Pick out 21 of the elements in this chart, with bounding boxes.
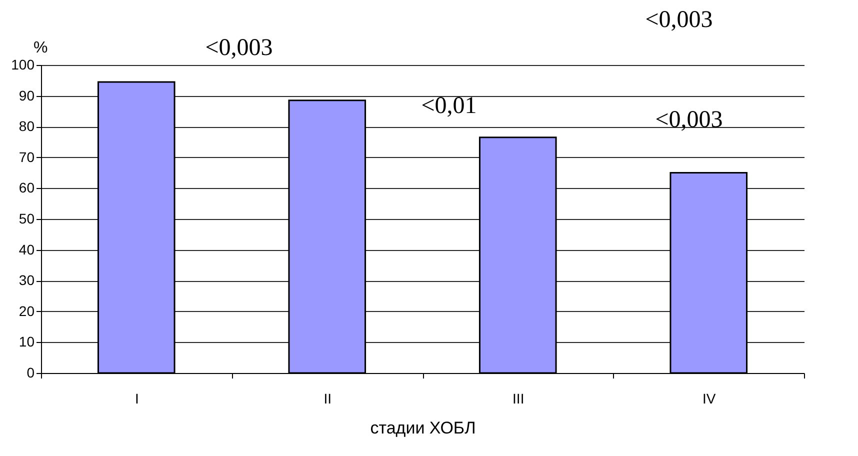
annotation: <0,01 xyxy=(421,93,477,119)
y-tick-label: 80 xyxy=(18,118,35,134)
y-tick-label: 60 xyxy=(18,180,35,196)
text: <0,003 xyxy=(205,35,273,61)
x-tick-label: II xyxy=(324,390,332,406)
y-tick-label: 20 xyxy=(18,302,35,319)
x-tick-label: I xyxy=(134,390,139,406)
y-tick-label: 90 xyxy=(18,87,35,104)
y-tick-label: 40 xyxy=(18,241,35,258)
text: <0,003 xyxy=(645,7,713,33)
y-tick-label: 10 xyxy=(18,334,35,350)
y-tick-label: 30 xyxy=(18,272,35,288)
y-tick-label: 100 xyxy=(11,56,35,72)
x-tick-label: III xyxy=(512,390,524,406)
y-axis-title: % xyxy=(34,40,48,56)
annotation: <0,003 xyxy=(655,107,723,133)
y-tick-label: 0 xyxy=(26,364,35,380)
x-tick-label: IV xyxy=(702,390,716,406)
y-tick-label: 70 xyxy=(18,148,35,165)
x-axis-title: стадии ХОБЛ xyxy=(370,418,476,438)
y-tick-label: 50 xyxy=(18,210,35,226)
